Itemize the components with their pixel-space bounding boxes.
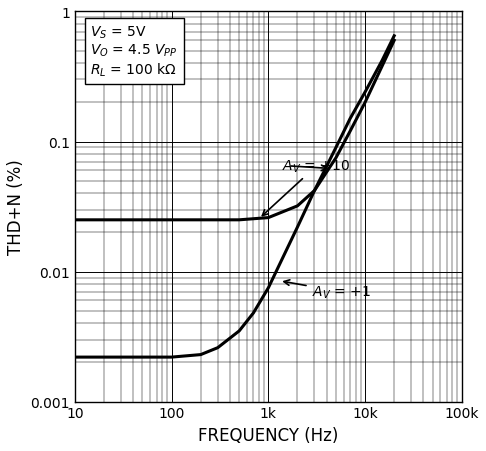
X-axis label: FREQUENCY (Hz): FREQUENCY (Hz) [198, 426, 339, 444]
Text: $A_V$ = +1: $A_V$ = +1 [284, 280, 370, 300]
Y-axis label: THD+N (%): THD+N (%) [7, 159, 25, 255]
Text: $A_V$ = +10: $A_V$ = +10 [262, 158, 350, 216]
Text: $V_S$ = 5V
$V_O$ = 4.5 $V_{PP}$
$R_L$ = 100 k$\Omega$: $V_S$ = 5V $V_O$ = 4.5 $V_{PP}$ $R_L$ = … [90, 24, 178, 79]
